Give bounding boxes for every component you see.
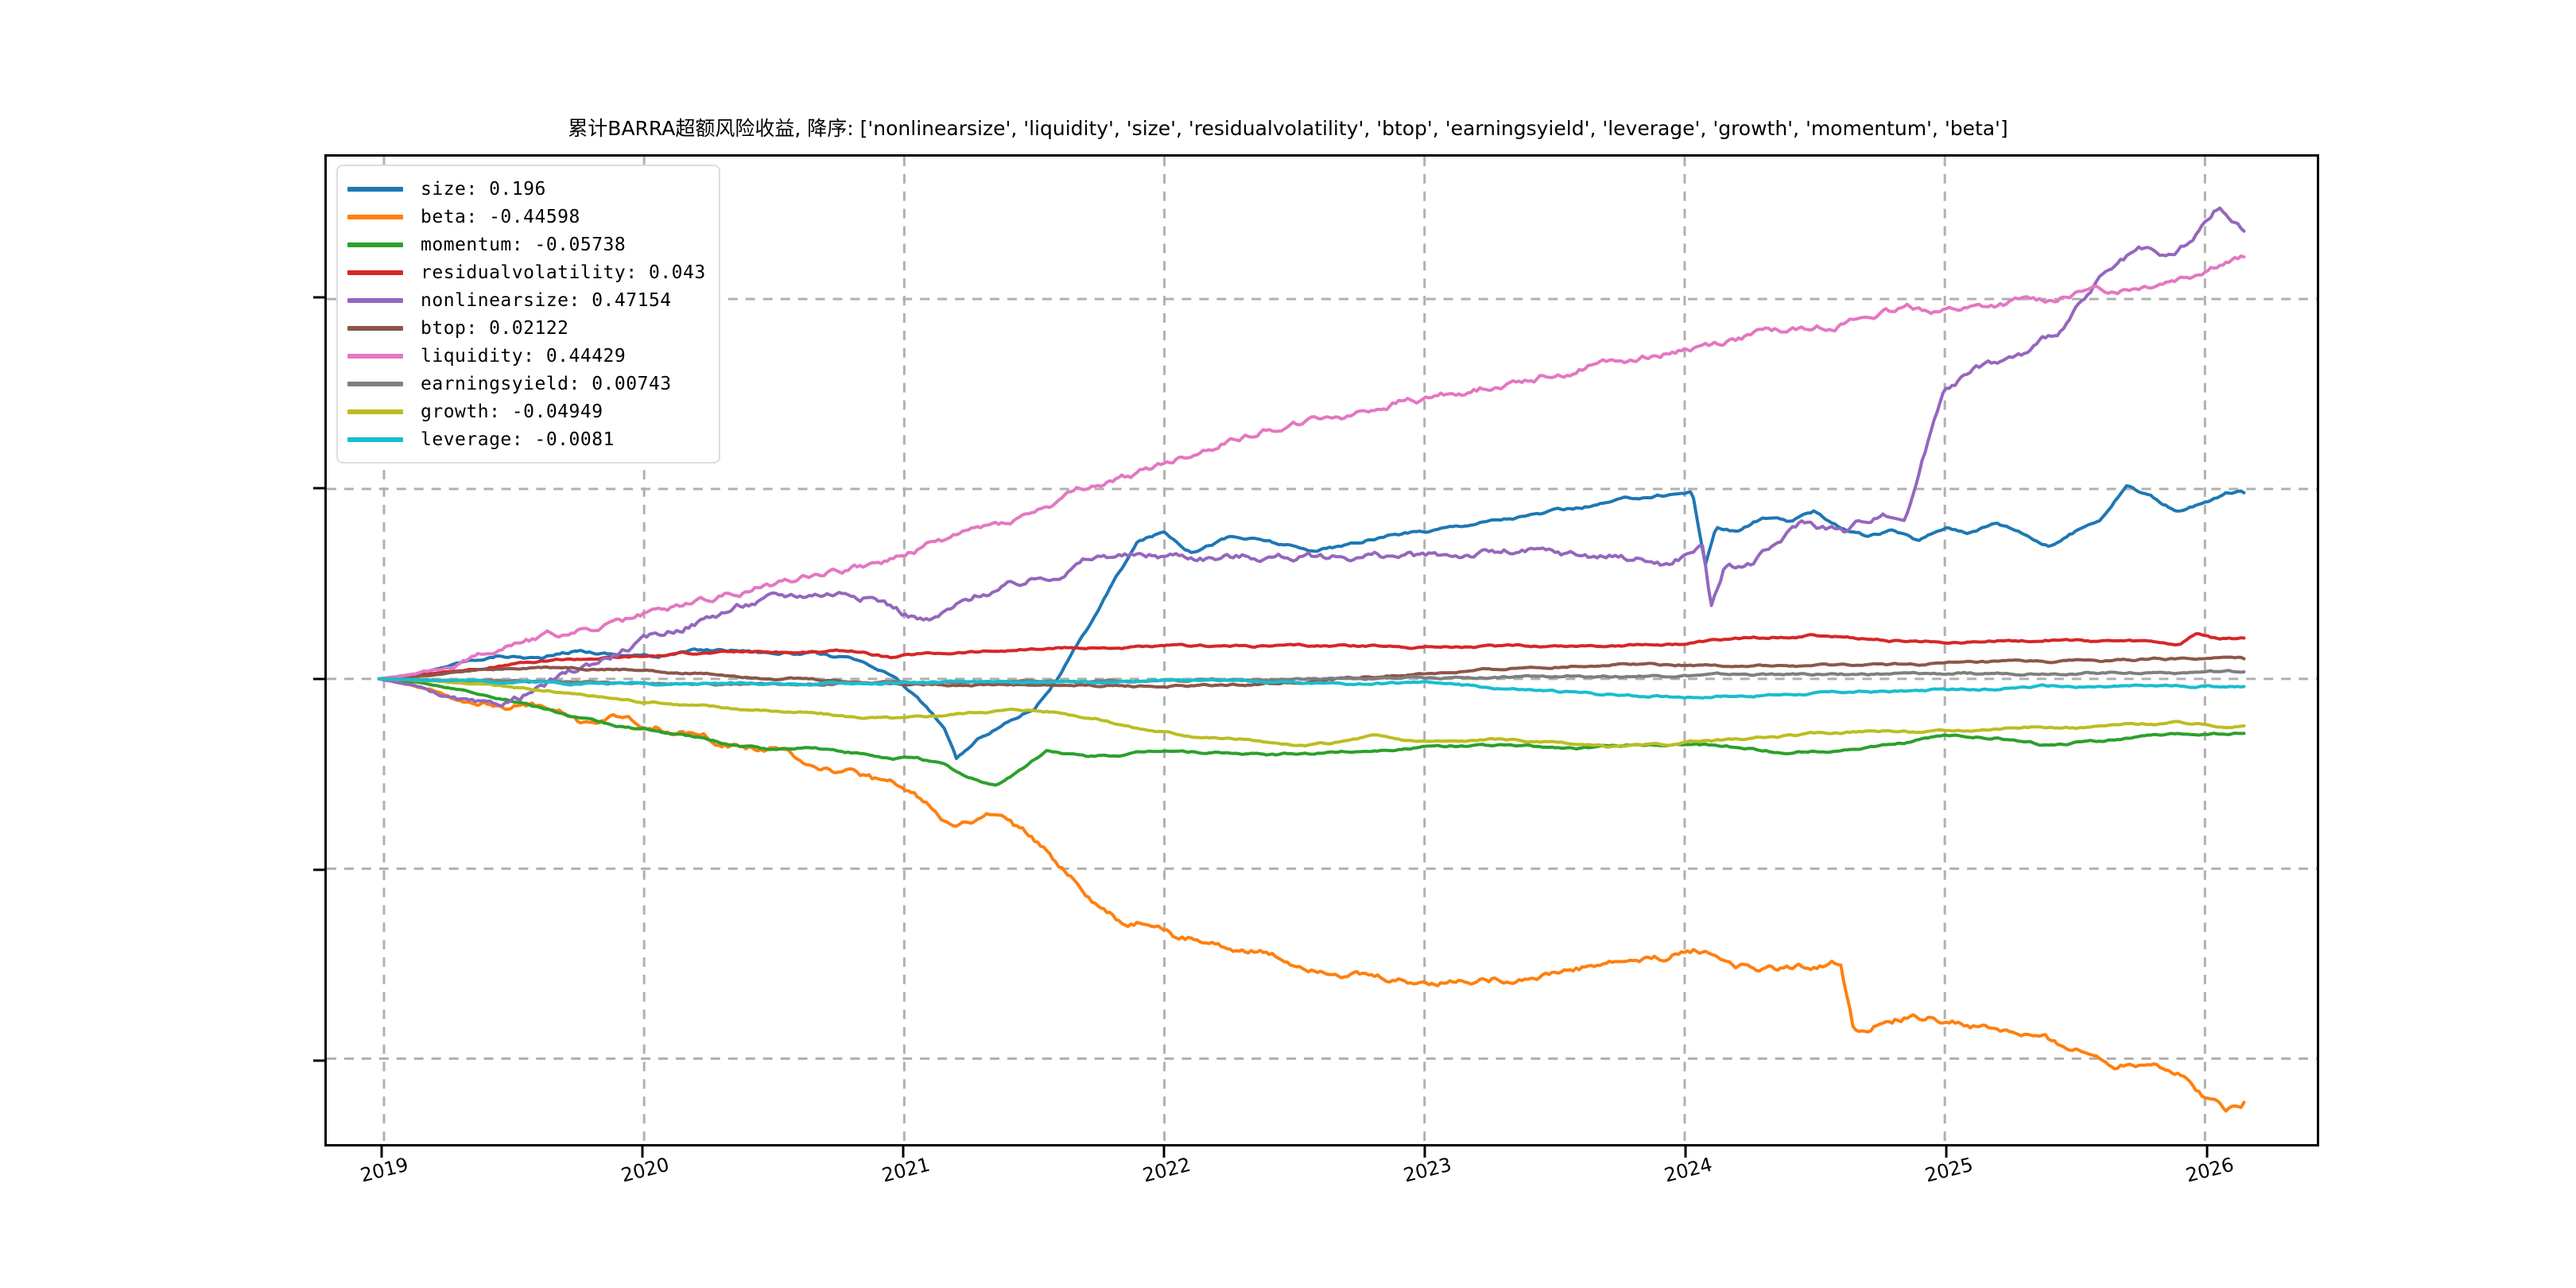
legend-item-beta[interactable]: beta: -0.44598 (347, 203, 706, 231)
x-tick-label: 2022 (1140, 1153, 1193, 1187)
legend-label: momentum: -0.05738 (421, 234, 627, 255)
x-tick-mark (1684, 1146, 1687, 1158)
legend-color-swatch (347, 409, 403, 414)
series-line-momentum (377, 677, 2246, 787)
legend-item-growth[interactable]: growth: -0.04949 (347, 398, 706, 425)
legend-color-swatch (347, 353, 403, 359)
legend-label: growth: -0.04949 (421, 401, 603, 422)
chart-title: 累计BARRA超额风险收益, 降序: ['nonlinearsize', 'li… (568, 117, 2008, 140)
y-tick-mark (313, 296, 324, 299)
data-lines (377, 206, 2246, 1113)
x-tick-label: 2023 (1401, 1153, 1454, 1187)
x-tick-label: 2024 (1662, 1153, 1715, 1187)
legend-color-swatch (347, 270, 403, 275)
y-tick-mark (313, 868, 324, 871)
legend-label: beta: -0.44598 (421, 206, 580, 227)
x-tick-mark (380, 1146, 383, 1158)
x-tick-mark (1423, 1146, 1426, 1158)
legend-color-swatch (347, 242, 403, 247)
y-tick-mark (313, 1059, 324, 1062)
x-tick-mark (902, 1146, 905, 1158)
x-tick-mark (1162, 1146, 1166, 1158)
y-tick-mark (313, 677, 324, 681)
legend-label: earningsyield: 0.00743 (421, 373, 672, 394)
legend-item-btop[interactable]: btop: 0.02122 (347, 314, 706, 342)
legend-item-liquidity[interactable]: liquidity: 0.44429 (347, 342, 706, 370)
series-line-residualvolatility (377, 632, 2246, 681)
legend-label: nonlinearsize: 0.47154 (421, 289, 672, 311)
legend-item-residualvolatility[interactable]: residualvolatility: 0.043 (347, 258, 706, 286)
legend-color-swatch (347, 297, 403, 303)
series-line-btop (377, 655, 2246, 689)
series-line-nonlinearsize (377, 206, 2246, 708)
series-line-growth (377, 677, 2246, 749)
x-tick-label: 2019 (358, 1153, 411, 1187)
legend-item-leverage[interactable]: leverage: -0.0081 (347, 425, 706, 453)
legend-color-swatch (347, 325, 403, 331)
series-line-beta (377, 677, 2246, 1113)
legend-color-swatch (347, 436, 403, 442)
series-line-size (377, 484, 2246, 761)
x-tick-mark (1945, 1146, 1948, 1158)
legend-item-nonlinearsize[interactable]: nonlinearsize: 0.47154 (347, 286, 706, 314)
legend-color-swatch (347, 186, 403, 192)
legend: size: 0.196 beta: -0.44598 momentum: -0.05… (336, 165, 720, 464)
series-line-leverage (377, 677, 2246, 700)
x-tick-label: 2020 (619, 1153, 672, 1187)
x-tick-label: 2021 (879, 1153, 933, 1187)
legend-label: liquidity: 0.44429 (421, 345, 627, 367)
x-tick-mark (641, 1146, 644, 1158)
series-line-liquidity (377, 254, 2246, 681)
legend-item-momentum[interactable]: momentum: -0.05738 (347, 231, 706, 258)
legend-label: btop: 0.02122 (421, 317, 569, 339)
legend-color-swatch (347, 381, 403, 386)
legend-item-size[interactable]: size: 0.196 (347, 175, 706, 203)
y-tick-mark (313, 487, 324, 490)
x-tick-label: 2026 (2183, 1153, 2237, 1187)
legend-color-swatch (347, 214, 403, 219)
legend-label: size: 0.196 (421, 178, 546, 200)
legend-item-earningsyield[interactable]: earningsyield: 0.00743 (347, 370, 706, 398)
x-tick-label: 2025 (1922, 1153, 1976, 1187)
x-tick-mark (2206, 1146, 2209, 1158)
legend-label: residualvolatility: 0.043 (421, 262, 706, 283)
legend-label: leverage: -0.0081 (421, 429, 615, 450)
